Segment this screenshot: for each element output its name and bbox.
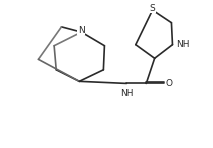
Text: NH: NH (120, 89, 133, 98)
Text: N: N (78, 26, 85, 35)
Text: NH: NH (176, 40, 190, 49)
Text: O: O (165, 79, 172, 88)
Text: S: S (150, 4, 155, 13)
